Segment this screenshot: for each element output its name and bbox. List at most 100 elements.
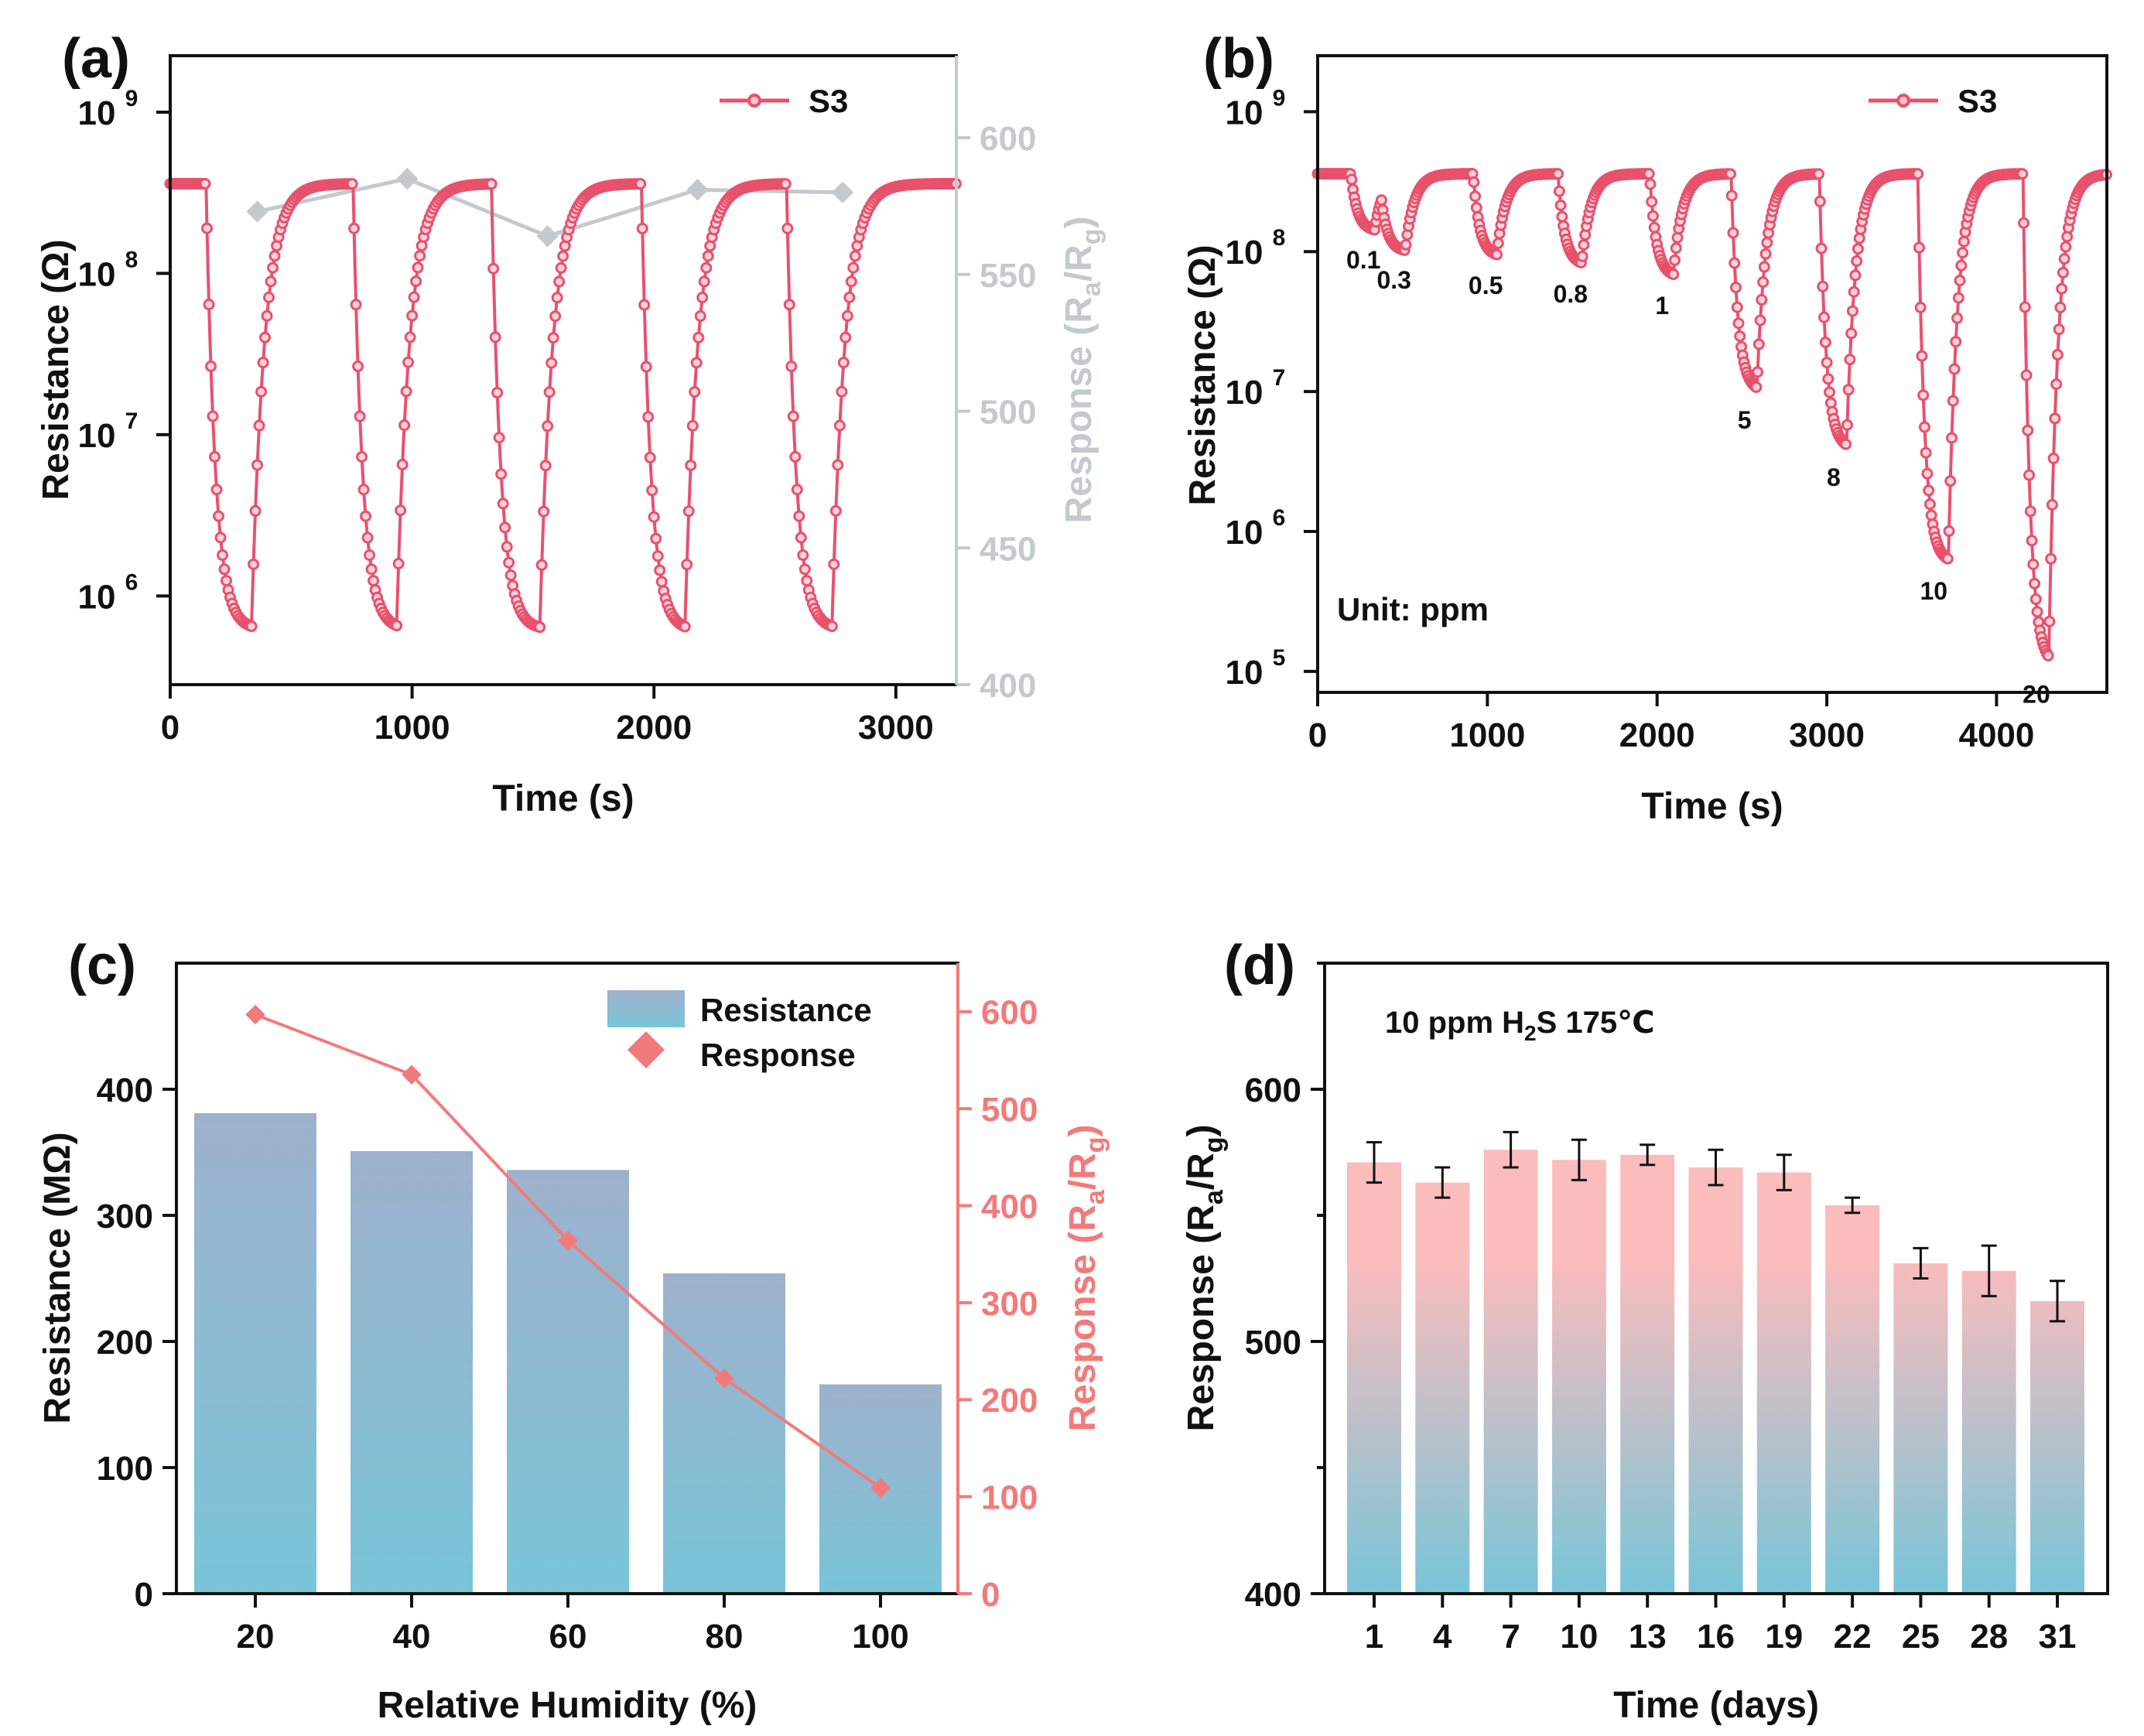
s3-point [1470, 202, 1482, 214]
s3-point [2020, 369, 2033, 381]
s3-point [1468, 176, 1480, 188]
s3-point [1643, 168, 1655, 180]
s3-point [1842, 384, 1855, 396]
s3-point [702, 250, 714, 262]
panel-d-axes: 1 4 7 10 13 16 19 22 25 28 31 400 500 600 [1245, 962, 2077, 1656]
s3-point [406, 309, 419, 322]
s3-point [1952, 292, 1964, 304]
concentration-label: 8 [1827, 463, 1841, 491]
s3-point [849, 250, 861, 262]
s3-point [2051, 348, 2064, 361]
y-tick-label: 600 [1245, 1071, 1301, 1109]
s3-point [1731, 301, 1743, 313]
s3-point [2022, 424, 2034, 436]
y2-tick-label: 500 [980, 394, 1036, 432]
y2-tick-label: 300 [981, 1285, 1038, 1323]
s3-point [268, 250, 281, 262]
s3-point [1845, 327, 1858, 340]
legend-marker [747, 94, 761, 108]
s3-point [348, 222, 361, 234]
y-tick-label: 10 [1226, 234, 1263, 272]
s3-point [1492, 237, 1504, 249]
resistance-bar [194, 1112, 316, 1594]
s3-point [361, 531, 374, 544]
panel-a-frame [169, 54, 958, 686]
panel-b-unit-annotation: Unit: ppm [1337, 591, 1489, 627]
s3-point [1923, 484, 1935, 497]
s3-point [213, 510, 225, 522]
panel-a-xlabel: Time (s) [492, 778, 634, 819]
s3-point [1752, 338, 1765, 350]
panel-a-ylabel: Resistance (Ω) [36, 239, 77, 500]
s3-point [499, 521, 511, 534]
panel-b-label: (b) [1203, 28, 1274, 90]
s3-point [259, 331, 272, 343]
panel-b-legend: S3 [1869, 83, 1997, 119]
y-tick-label: 10 [1226, 514, 1263, 552]
x-tick-label: 22 [1834, 1618, 1872, 1656]
s3-point [692, 331, 705, 343]
s3-point [1669, 254, 1681, 266]
x-tick-label: 20 [237, 1618, 275, 1656]
s3-point [535, 559, 548, 571]
x-tick-label: 25 [1902, 1618, 1940, 1656]
s3-point [1955, 259, 1968, 272]
s3-point [249, 504, 262, 517]
s3-point [549, 310, 562, 323]
y-tick-label: 0 [135, 1576, 153, 1614]
y2-tick-label: 200 [981, 1382, 1038, 1420]
s3-point [648, 511, 660, 523]
s3-point [2054, 302, 2067, 314]
s3-point [1957, 247, 1969, 259]
s3-point [210, 484, 223, 496]
s3-point [690, 357, 703, 369]
x-tick-label: 28 [1970, 1618, 2008, 1656]
s3-point [2047, 453, 2060, 465]
s3-point [640, 361, 652, 373]
s3-point [251, 459, 264, 471]
panel-a-legend: S3 [720, 83, 848, 119]
response-bar [2030, 1300, 2084, 1594]
s3-point [542, 420, 554, 432]
response-bar [1825, 1205, 1880, 1594]
s3-point [1732, 317, 1745, 330]
concentration-label: 0.5 [1469, 272, 1503, 299]
panel-b-ylabel: Resistance (Ω) [1182, 244, 1223, 505]
s3-point [199, 177, 211, 190]
y2-tick-label: 0 [981, 1576, 1000, 1614]
s3-point [1670, 242, 1682, 255]
s3-point [360, 510, 372, 522]
s3-point [414, 250, 426, 262]
s3-point [1925, 509, 1937, 521]
s3-point [646, 484, 658, 497]
s3-point [2057, 266, 2069, 279]
panel-b: (b) 0.10.3 0.5 0.8 1 5 8 10 20 0 1000 2000 3000 400… [1182, 28, 2113, 827]
resistance-bar [663, 1273, 785, 1594]
s3-point [1921, 467, 1934, 480]
response-bar [1483, 1150, 1538, 1594]
s3-point [787, 410, 799, 422]
s3-point [504, 569, 517, 582]
s3-point [1946, 432, 1958, 444]
s3-point [1757, 276, 1770, 289]
s3-point [1756, 294, 1768, 306]
x-tick-label: 31 [2039, 1618, 2077, 1656]
s3-resistance-line [1318, 172, 2107, 662]
panel-c-y2label: Response (Ra/Rg) [1062, 1124, 1110, 1431]
s3-point [1576, 250, 1588, 262]
s3-point [1725, 190, 1738, 202]
s3-point [2049, 412, 2061, 425]
response-bar [1688, 1167, 1743, 1594]
s3-point [679, 620, 691, 633]
s3-point [1817, 280, 1829, 292]
s3-point [352, 361, 364, 373]
y-tick-exponent: 9 [125, 86, 138, 111]
legend-resistance: Resistance [700, 992, 872, 1028]
s3-point [1943, 525, 1955, 538]
s3-point [489, 331, 501, 343]
response-point [396, 167, 419, 190]
s3-point [538, 505, 550, 518]
s3-point [1818, 311, 1831, 323]
s3-point [1671, 231, 1684, 244]
